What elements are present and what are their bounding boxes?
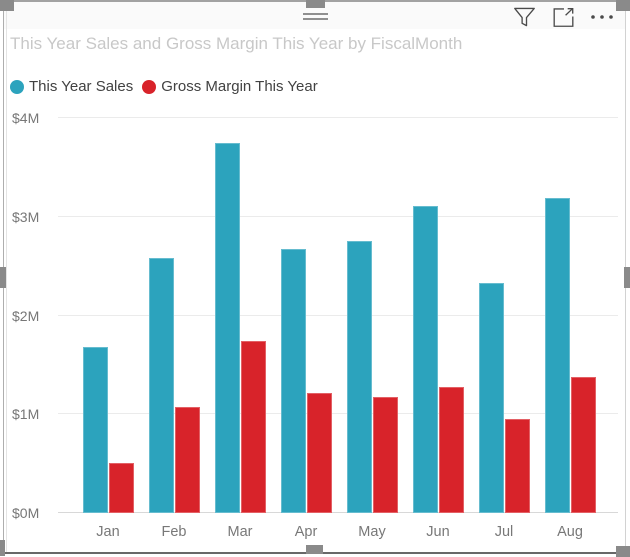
legend-label: Gross Margin This Year xyxy=(161,78,318,95)
y-tick-label: $0M xyxy=(12,505,40,521)
focus-mode-icon[interactable] xyxy=(551,6,575,28)
gridline--1m xyxy=(58,413,618,415)
y-tick-label: $1M xyxy=(12,406,40,423)
x-tick-label-jul: Jul xyxy=(494,524,514,540)
bar-this-year-sales-aug[interactable] xyxy=(544,198,570,513)
bar-group-apr xyxy=(273,118,339,513)
bar-group-feb xyxy=(141,118,207,513)
bar-this-year-sales-jul[interactable] xyxy=(478,282,504,513)
y-axis-labels: $0M $1M $2M $3M $4M xyxy=(12,111,54,520)
legend: This Year Sales Gross Margin This Year xyxy=(10,78,327,95)
visual-header-icons xyxy=(512,5,614,29)
bar-gross-margin-this-year-apr[interactable] xyxy=(306,392,332,513)
bar-group-jul xyxy=(471,118,537,513)
bar-group-may xyxy=(339,118,405,513)
bar-group-mar xyxy=(207,118,273,513)
selection-handle-bottom-left[interactable] xyxy=(0,540,5,556)
x-axis-labels: Jan Feb Mar Apr May Jun Jul Aug xyxy=(75,524,603,540)
gridline--0m xyxy=(58,512,618,513)
x-tick-label-may: May xyxy=(358,524,386,540)
selection-handle-bottom-center[interactable] xyxy=(306,545,323,554)
bar-gross-margin-this-year-may[interactable] xyxy=(372,397,398,513)
legend-dot-red-icon xyxy=(142,79,157,94)
selection-handle-top-left[interactable] xyxy=(0,0,14,11)
x-tick-label-aug: Aug xyxy=(557,524,583,540)
x-tick-label-mar: Mar xyxy=(227,524,253,540)
legend-item-gross-margin[interactable]: Gross Margin This Year xyxy=(142,78,318,95)
grip-line xyxy=(303,13,328,15)
bar-gross-margin-this-year-mar[interactable] xyxy=(240,341,266,513)
y-tick-label: $4M xyxy=(12,110,40,126)
bar-this-year-sales-jan[interactable] xyxy=(82,347,108,513)
bar-gross-margin-this-year-feb[interactable] xyxy=(174,407,200,513)
more-options-icon[interactable] xyxy=(590,6,614,28)
y-tick-label: $3M xyxy=(12,208,40,225)
gridline--3m xyxy=(58,215,618,217)
grip-line xyxy=(303,18,328,20)
bar-series-container xyxy=(75,118,603,513)
bar-this-year-sales-apr[interactable] xyxy=(280,249,306,513)
bar-gross-margin-this-year-jul[interactable] xyxy=(504,419,530,513)
bar-this-year-sales-feb[interactable] xyxy=(148,258,174,513)
drag-grip[interactable] xyxy=(303,13,328,21)
legend-label: This Year Sales xyxy=(29,78,134,95)
bar-group-jan xyxy=(75,118,141,513)
visual-title: This Year Sales and Gross Margin This Ye… xyxy=(10,34,463,53)
filter-icon[interactable] xyxy=(512,6,536,28)
bar-this-year-sales-jun[interactable] xyxy=(412,205,438,513)
bar-gross-margin-this-year-aug[interactable] xyxy=(570,376,596,513)
selection-handle-bottom-right[interactable] xyxy=(616,546,630,557)
legend-dot-teal-icon xyxy=(10,79,24,94)
selection-handle-top-center[interactable] xyxy=(306,0,325,8)
y-tick-label: $2M xyxy=(12,307,40,324)
selection-handle-middle-right[interactable] xyxy=(624,267,630,288)
gridline--2m xyxy=(58,314,618,316)
bar-group-jun xyxy=(405,118,471,513)
x-tick-label-apr: Apr xyxy=(294,524,318,540)
x-tick-label-jun: Jun xyxy=(426,524,450,540)
gridline--4m xyxy=(58,117,618,118)
selection-handle-middle-left[interactable] xyxy=(0,267,6,288)
bar-this-year-sales-may[interactable] xyxy=(346,241,372,513)
selection-handle-top-right[interactable] xyxy=(616,0,630,11)
bar-this-year-sales-mar[interactable] xyxy=(214,142,240,513)
x-tick-label-jan: Jan xyxy=(96,524,120,540)
x-tick-label-feb: Feb xyxy=(161,524,187,540)
bar-gross-margin-this-year-jan[interactable] xyxy=(108,462,134,513)
plot-area xyxy=(58,117,618,513)
selection-border-left-inner xyxy=(6,2,7,552)
bar-gross-margin-this-year-jun[interactable] xyxy=(438,386,464,513)
legend-item-this-year-sales[interactable]: This Year Sales xyxy=(10,78,133,95)
bar-group-aug xyxy=(537,118,603,513)
